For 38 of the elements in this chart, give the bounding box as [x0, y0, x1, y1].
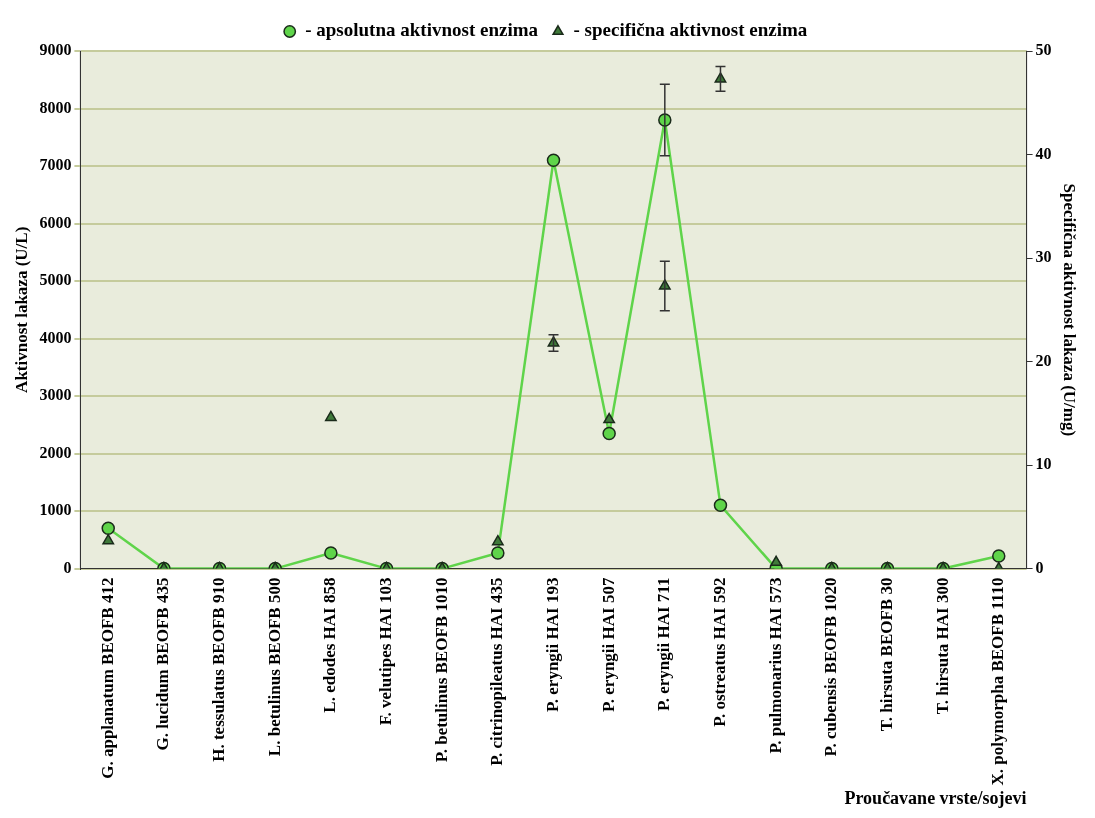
y-tick-label: 2000 — [39, 443, 72, 461]
y-tick-label: 6000 — [39, 213, 72, 231]
y-tick-label: 3000 — [39, 386, 72, 404]
x-tick-label: T. hirsuta BEOFB 30 — [876, 577, 896, 732]
y2-tick-label: 50 — [1035, 41, 1052, 59]
x-tick-label: H. tessulatus BEOFB 910 — [208, 577, 228, 762]
legend-label: - specifična aktivnost enzima — [573, 19, 808, 41]
y-tick-label: 8000 — [39, 98, 72, 116]
x-tick-label: P. eryngii HAI 193 — [542, 577, 562, 713]
x-tick-label: G. lucidum BEOFB 435 — [153, 577, 173, 751]
x-tick-label: P. betulinus BEOFB 1010 — [431, 577, 451, 763]
x-tick-label: P. pulmonarius HAI 573 — [765, 577, 785, 754]
x-tick-label: X. polymorpha BEOFB 1110 — [988, 577, 1008, 786]
y-tick-label: 9000 — [39, 41, 72, 59]
y2-tick-label: 10 — [1035, 455, 1052, 473]
y-axis-title: Aktivnost lakaza (U/L) — [11, 226, 31, 393]
x-axis-title: Proučavane vrste/sojevi — [844, 787, 1027, 808]
y-tick-label: 7000 — [39, 156, 72, 174]
y2-tick-label: 40 — [1035, 144, 1052, 162]
x-tick-label: P. ostreatus HAI 592 — [709, 577, 729, 727]
x-tick-label: F. velutipes HAI 103 — [375, 577, 395, 726]
y2-tick-label: 20 — [1035, 351, 1052, 369]
x-tick-label: G. applanatum BEOFB 412 — [97, 577, 117, 779]
x-tick-label: P. citrinopileatus HAI 435 — [487, 577, 507, 766]
y-tick-label: 1000 — [39, 501, 72, 519]
x-tick-label: P. cubensis BEOFB 1020 — [821, 577, 841, 757]
x-tick-label: P. eryngii HAI 711 — [654, 577, 674, 712]
x-tick-label: L. betulinus BEOFB 500 — [264, 577, 284, 757]
x-tick-label: P. eryngii HAI 507 — [598, 577, 618, 713]
legend-label: - apsolutna aktivnost enzima — [305, 19, 539, 41]
y-tick-label: 4000 — [39, 328, 72, 346]
y2-tick-label: 0 — [1035, 558, 1044, 576]
y-tick-label: 0 — [63, 558, 72, 576]
y2-axis-title: Specifična aktivnost lakaza (U/mg) — [1060, 183, 1080, 437]
x-tick-label: L. edodes HAI 858 — [320, 577, 340, 713]
y-tick-label: 5000 — [39, 271, 72, 289]
x-tick-label: T. hirsuta HAI 300 — [932, 577, 952, 715]
y2-tick-label: 30 — [1035, 248, 1052, 266]
